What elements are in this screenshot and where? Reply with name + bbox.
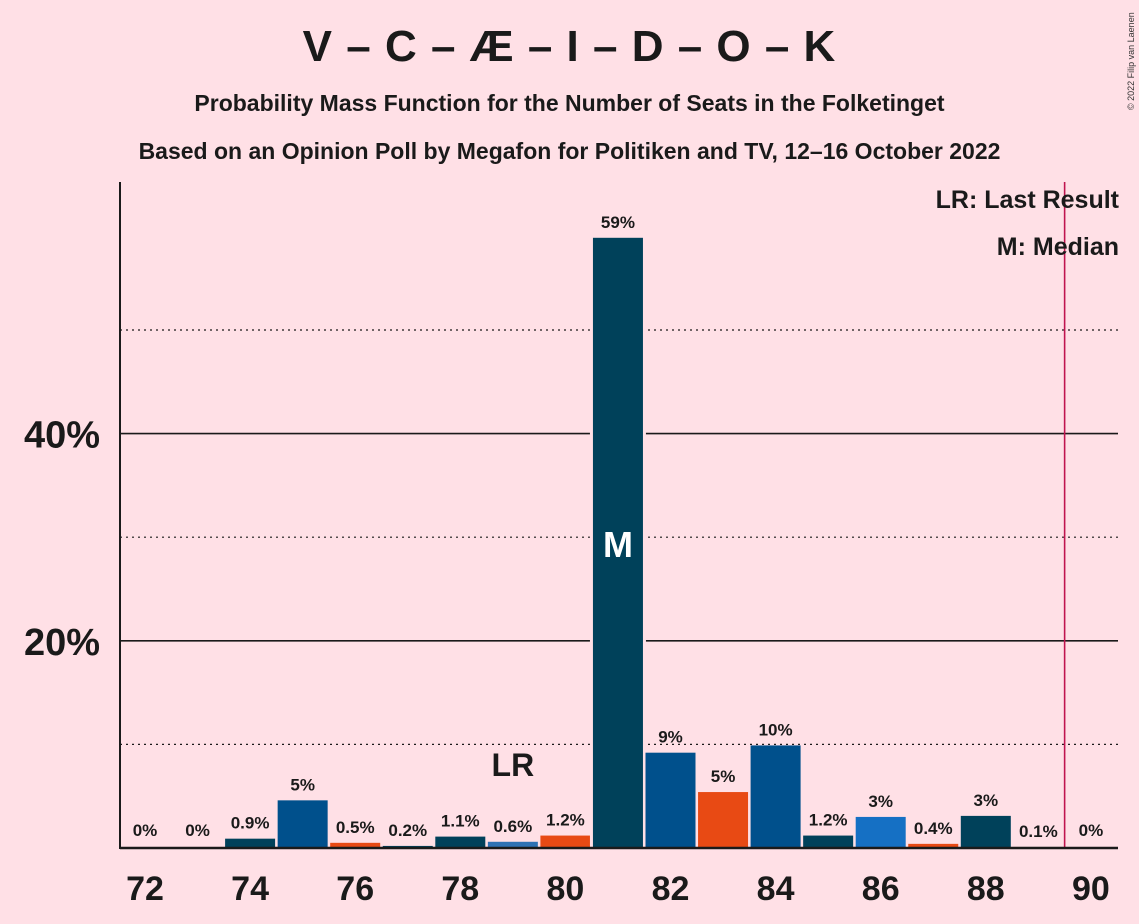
x-tick-label: 76	[336, 870, 374, 908]
bar-seat-78	[435, 836, 486, 848]
data-label: 0.1%	[1019, 822, 1058, 841]
bar-seat-79	[487, 841, 538, 848]
bar-seat-76	[330, 842, 381, 848]
bar-seat-85	[803, 835, 854, 848]
x-tick-label: 86	[862, 870, 900, 908]
median-marker: M	[603, 524, 633, 565]
x-tick-label: 78	[441, 870, 479, 908]
data-label: 1.2%	[809, 811, 848, 830]
bar-seat-75	[277, 800, 328, 848]
data-label: 10%	[759, 720, 793, 739]
bar-seat-82	[645, 752, 696, 848]
legend-last-result: LR: Last Result	[935, 186, 1119, 214]
x-tick-label: 84	[757, 870, 795, 908]
data-label: 0%	[1079, 821, 1104, 840]
x-tick-label: 82	[652, 870, 690, 908]
x-tick-label: 80	[546, 870, 584, 908]
data-label: 0.9%	[231, 814, 270, 833]
x-tick-label: 74	[231, 870, 269, 908]
data-label: 3%	[974, 791, 999, 810]
chart-source-line: Based on an Opinion Poll by Megafon for …	[138, 138, 1001, 164]
data-label: 0.4%	[914, 819, 953, 838]
bar-seat-81	[592, 237, 643, 848]
bar-seat-87	[908, 843, 959, 848]
data-label: 0%	[133, 821, 158, 840]
bar-seat-83	[698, 792, 749, 848]
y-tick-label: 40%	[24, 415, 100, 457]
data-label: 9%	[658, 728, 683, 747]
bar-seat-88	[960, 815, 1011, 848]
data-label: 3%	[868, 792, 893, 811]
bar-seat-80	[540, 835, 591, 848]
data-label: 0.5%	[336, 818, 375, 837]
legend-median: M: Median	[996, 233, 1119, 261]
bar-seat-74	[225, 838, 276, 848]
x-tick-label: 90	[1072, 870, 1110, 908]
y-tick-label: 20%	[24, 622, 100, 664]
data-label: 1.2%	[546, 811, 585, 830]
bar-seat-84	[750, 745, 801, 848]
x-tick-label: 72	[126, 870, 164, 908]
chart-subtitle: Probability Mass Function for the Number…	[194, 90, 945, 116]
last-result-marker: LR	[492, 747, 535, 783]
data-label: 0%	[185, 821, 210, 840]
data-label: 59%	[601, 213, 635, 232]
data-label: 0.6%	[493, 817, 532, 836]
x-tick-label: 88	[967, 870, 1005, 908]
data-label: 0.2%	[388, 821, 427, 840]
data-label: 1.1%	[441, 812, 480, 831]
data-label: 5%	[290, 775, 315, 794]
chart-title: V – C – Æ – I – D – O – K	[302, 22, 837, 71]
bar-seat-86	[855, 816, 906, 848]
data-label: 5%	[711, 767, 736, 786]
